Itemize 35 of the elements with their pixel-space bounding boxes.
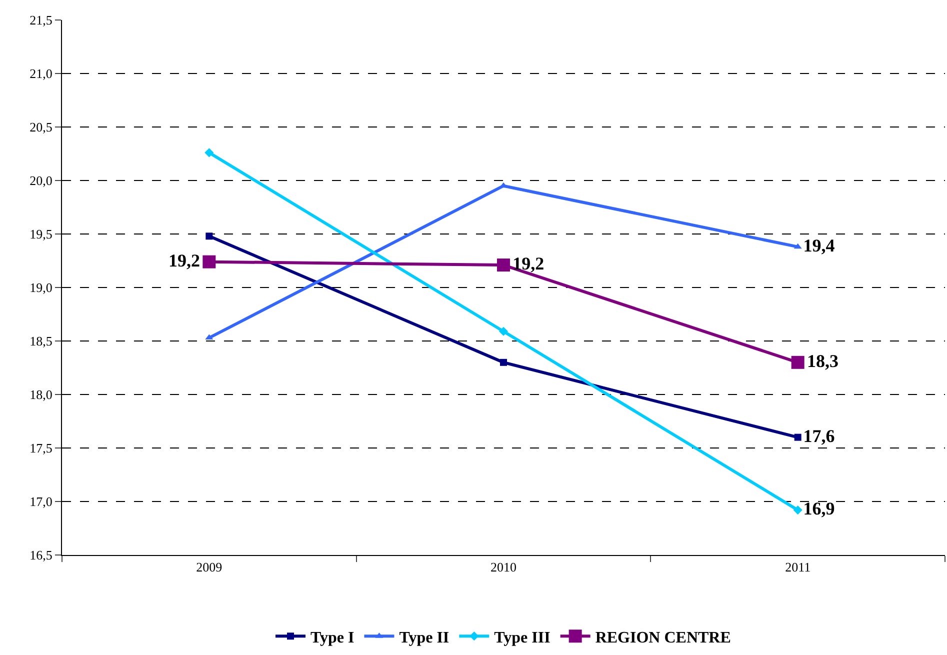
y-tick-label: 18,5 (30, 334, 52, 349)
point (794, 434, 802, 441)
y-tick-label: 16,5 (30, 548, 52, 563)
point (206, 232, 213, 240)
y-tick-label: 21,0 (30, 66, 52, 82)
y-tick-label: 18,0 (30, 387, 52, 402)
x-tick-label: 2011 (785, 560, 811, 575)
y-tick-label: 19,0 (30, 280, 52, 296)
x-tick-label: 2009 (196, 560, 222, 575)
legend-label: Type III (494, 629, 550, 646)
point (793, 506, 802, 515)
y-tick-label: 17,0 (30, 494, 52, 510)
legend-label: Type I (310, 629, 354, 646)
point (498, 326, 508, 336)
point (500, 358, 507, 366)
x-tick-label: 2010 (490, 560, 516, 575)
y-tick-label: 21,5 (30, 12, 52, 28)
y-tick-label: 17,5 (30, 440, 52, 456)
y-tick-label: 20,5 (30, 120, 52, 135)
data-label: 18,3 (806, 350, 838, 371)
y-tick-label: 20,0 (30, 173, 52, 188)
point (205, 334, 214, 340)
data-label: 19,2 (512, 254, 544, 274)
point (794, 243, 802, 249)
legend-label: Type II (399, 629, 450, 646)
point (204, 148, 214, 158)
point (202, 255, 216, 268)
point (497, 258, 510, 272)
legend-label: REGION CENTRE (595, 629, 731, 646)
data-label: 16,9 (803, 498, 835, 519)
data-label: 19,4 (803, 235, 835, 256)
y-tick-label: 19,5 (30, 226, 52, 242)
point (791, 356, 804, 369)
data-label: 17,6 (803, 426, 835, 446)
data-label: 19,2 (168, 250, 200, 270)
